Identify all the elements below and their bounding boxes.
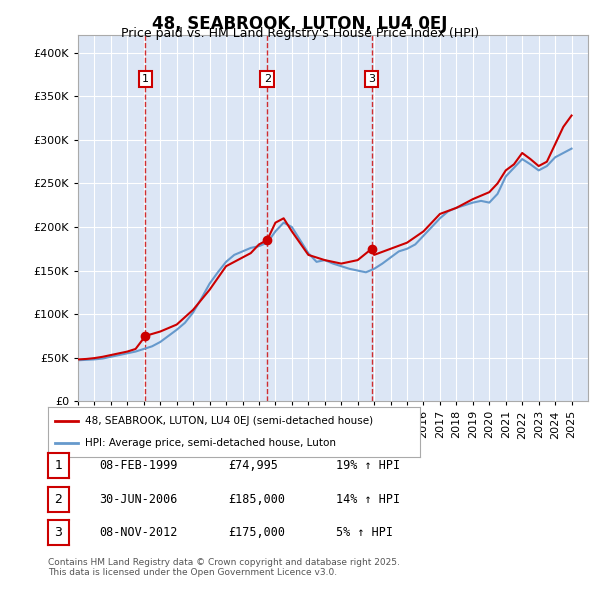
Text: £175,000: £175,000: [228, 526, 285, 539]
Text: 08-NOV-2012: 08-NOV-2012: [99, 526, 178, 539]
Text: 3: 3: [55, 526, 62, 539]
Text: 14% ↑ HPI: 14% ↑ HPI: [336, 493, 400, 506]
Text: 3: 3: [368, 74, 375, 84]
Text: 2: 2: [55, 493, 62, 506]
Text: 1: 1: [55, 459, 62, 472]
Text: 2: 2: [263, 74, 271, 84]
Text: 19% ↑ HPI: 19% ↑ HPI: [336, 459, 400, 472]
Text: 5% ↑ HPI: 5% ↑ HPI: [336, 526, 393, 539]
Text: 48, SEABROOK, LUTON, LU4 0EJ: 48, SEABROOK, LUTON, LU4 0EJ: [152, 15, 448, 33]
Text: 48, SEABROOK, LUTON, LU4 0EJ (semi-detached house): 48, SEABROOK, LUTON, LU4 0EJ (semi-detac…: [85, 416, 373, 426]
Text: Contains HM Land Registry data © Crown copyright and database right 2025.
This d: Contains HM Land Registry data © Crown c…: [48, 558, 400, 577]
Text: 1: 1: [142, 74, 149, 84]
Text: Price paid vs. HM Land Registry's House Price Index (HPI): Price paid vs. HM Land Registry's House …: [121, 27, 479, 40]
Text: 30-JUN-2006: 30-JUN-2006: [99, 493, 178, 506]
Text: HPI: Average price, semi-detached house, Luton: HPI: Average price, semi-detached house,…: [85, 438, 336, 448]
Text: £185,000: £185,000: [228, 493, 285, 506]
Text: £74,995: £74,995: [228, 459, 278, 472]
Text: 08-FEB-1999: 08-FEB-1999: [99, 459, 178, 472]
